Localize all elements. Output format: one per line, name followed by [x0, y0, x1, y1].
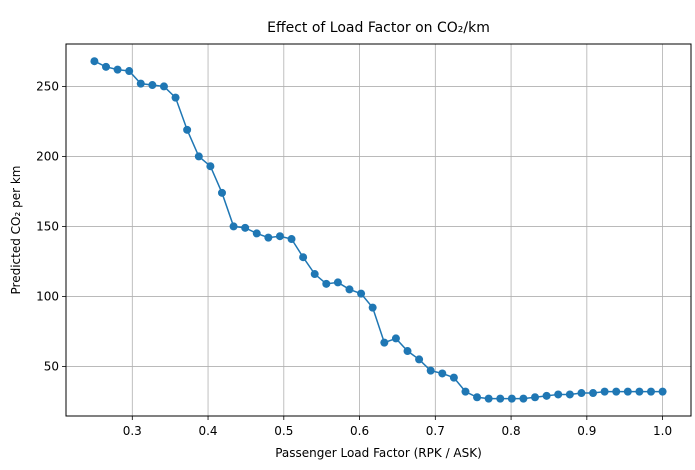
data-point — [148, 81, 157, 90]
data-point — [322, 279, 331, 288]
plot-frame — [65, 43, 692, 417]
data-point — [217, 188, 226, 197]
data-point — [310, 270, 319, 279]
data-point — [136, 79, 145, 88]
y-tick-label: 250 — [36, 79, 59, 93]
data-point — [368, 303, 377, 312]
data-point — [531, 393, 540, 402]
y-tick-label: 50 — [44, 359, 59, 373]
data-point — [90, 57, 99, 66]
data-point — [275, 232, 284, 241]
data-point — [357, 289, 366, 298]
data-point — [415, 355, 424, 364]
y-tick-label: 150 — [36, 219, 59, 233]
x-axis-ticks: 0.3 0.4 0.5 0.6 0.7 0.8 0.9 1.0 — [123, 416, 672, 438]
series — [90, 57, 667, 403]
data-point — [391, 334, 400, 343]
data-point — [496, 394, 505, 403]
data-point — [102, 62, 110, 71]
data-point — [113, 65, 122, 74]
data-point — [600, 387, 609, 396]
x-tick-label: 0.4 — [198, 424, 217, 438]
data-point — [403, 347, 412, 356]
data-point — [380, 338, 389, 347]
data-point — [461, 387, 470, 396]
series-line — [94, 60, 663, 400]
data-point — [623, 387, 632, 396]
data-point — [542, 391, 551, 400]
data-point — [438, 369, 447, 378]
data-point — [252, 229, 261, 238]
y-tick-label: 100 — [36, 289, 59, 303]
data-point — [264, 233, 273, 242]
data-point — [206, 162, 215, 171]
x-tick-label: 0.8 — [502, 424, 521, 438]
x-tick-label: 0.9 — [577, 424, 596, 438]
chart-title: Effect of Load Factor on CO₂/km — [267, 20, 490, 36]
data-point — [183, 125, 192, 134]
data-point — [565, 390, 574, 399]
data-point — [507, 394, 516, 403]
data-point — [159, 82, 168, 91]
data-point — [473, 393, 482, 402]
x-tick-label: 0.6 — [350, 424, 369, 438]
data-point — [241, 223, 250, 232]
x-tick-label: 0.3 — [123, 424, 142, 438]
data-point — [333, 278, 342, 287]
data-point — [229, 222, 238, 231]
data-point — [171, 93, 180, 102]
data-point — [426, 366, 435, 375]
data-point — [345, 285, 354, 294]
data-point — [577, 389, 586, 398]
data-point — [612, 387, 621, 396]
data-point — [589, 389, 598, 398]
grid — [66, 44, 691, 416]
data-point — [484, 394, 493, 403]
data-point — [519, 394, 528, 403]
data-point — [554, 390, 563, 399]
data-point — [449, 373, 458, 382]
data-point — [299, 253, 308, 262]
x-tick-label: 0.5 — [274, 424, 293, 438]
data-point — [658, 387, 667, 396]
x-tick-label: 0.7 — [426, 424, 445, 438]
data-point — [647, 387, 655, 396]
y-axis-ticks: 50 100 150 200 250 — [36, 79, 66, 373]
data-point — [194, 152, 203, 161]
data-point — [287, 235, 296, 244]
data-point — [635, 387, 644, 396]
x-axis-label: Passenger Load Factor (RPK / ASK) — [275, 446, 482, 460]
x-tick-label: 1.0 — [653, 424, 672, 438]
y-tick-label: 200 — [36, 149, 59, 163]
y-axis-label: Predicted CO₂ per km — [9, 166, 23, 295]
data-point — [125, 67, 134, 76]
